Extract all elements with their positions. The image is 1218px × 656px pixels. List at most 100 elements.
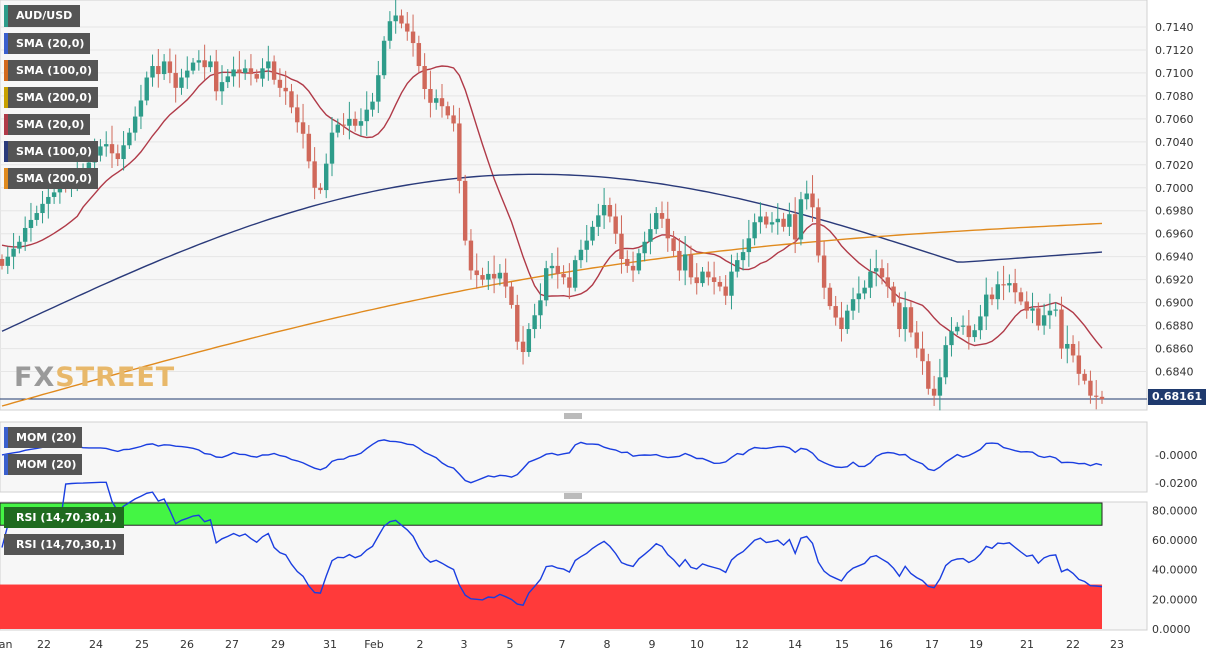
price-tick-label: 0.7100 xyxy=(1155,67,1194,80)
candle-body xyxy=(34,213,39,220)
candle-body xyxy=(329,132,335,164)
candle-body xyxy=(405,23,410,32)
candle-body xyxy=(943,345,948,378)
candle-body xyxy=(515,304,520,342)
candle-body xyxy=(665,218,670,239)
candle-body xyxy=(434,98,439,103)
rsi-overbought-zone xyxy=(0,502,1103,526)
fxstreet-logo: FXSTREET xyxy=(14,362,176,393)
rsi-line xyxy=(1,481,1103,606)
x-tick-label: 24 xyxy=(89,638,103,651)
candle-body xyxy=(914,332,919,349)
candle-body xyxy=(885,277,890,287)
splitter-grip-2[interactable] xyxy=(564,493,582,499)
candle-body xyxy=(879,268,885,278)
legend-sma200-b[interactable]: SMA (200,0) xyxy=(4,168,99,189)
candle-body xyxy=(868,271,873,288)
legend-label: SMA (100,0) xyxy=(16,64,93,77)
price-tick-label: 0.6860 xyxy=(1155,343,1194,356)
x-tick-label: 21 xyxy=(1020,638,1034,651)
x-tick-label: 25 xyxy=(135,638,149,651)
candle-body xyxy=(931,388,937,396)
candle-body xyxy=(630,265,636,271)
candle-body xyxy=(167,61,173,73)
candle-body xyxy=(1094,395,1099,397)
price-tick-label: 0.6940 xyxy=(1155,251,1194,264)
candle-body xyxy=(46,196,51,204)
candle-body xyxy=(121,145,126,160)
x-tick-label: 8 xyxy=(604,638,611,651)
candle-body xyxy=(532,315,537,330)
candle-body xyxy=(804,193,809,200)
candle-body xyxy=(190,62,196,71)
candle-body xyxy=(254,74,259,79)
candle-body xyxy=(381,40,387,76)
candle-body xyxy=(636,253,642,271)
candle-body xyxy=(572,260,578,288)
price-tick-label: 0.6900 xyxy=(1155,297,1194,310)
candle-body xyxy=(196,60,202,63)
candle-body xyxy=(856,293,862,300)
candle-body xyxy=(51,192,57,197)
candle-body xyxy=(769,222,775,225)
candle-body xyxy=(978,316,983,331)
mom-line xyxy=(1,439,1103,484)
candle-body xyxy=(225,76,230,83)
candle-body xyxy=(248,68,254,75)
rsi-oversold-zone xyxy=(0,584,1102,629)
candle-body xyxy=(0,258,5,266)
legend-sma20-b[interactable]: SMA (20,0) xyxy=(4,114,91,135)
x-tick-label: 9 xyxy=(649,638,656,651)
candle-body xyxy=(457,123,462,181)
candle-body xyxy=(902,307,908,330)
candle-body xyxy=(821,255,827,288)
splitter-grip-1[interactable] xyxy=(564,413,582,419)
legend-sma20-a[interactable]: SMA (20,0) xyxy=(4,33,91,54)
candle-body xyxy=(277,79,283,88)
x-tick-label: 12 xyxy=(735,638,749,651)
x-tick-label: 23 xyxy=(1110,638,1124,651)
legend-sma200-a[interactable]: SMA (200,0) xyxy=(4,87,99,108)
x-tick-label: 3 xyxy=(461,638,468,651)
legend-rsi-b[interactable]: RSI (14,70,30,1) xyxy=(4,534,125,555)
candle-body xyxy=(300,122,306,134)
candle-body xyxy=(127,132,132,146)
legend-rsi-a[interactable]: RSI (14,70,30,1) xyxy=(4,507,125,528)
candle-body xyxy=(1024,301,1029,311)
price-tick-label: 0.7140 xyxy=(1155,21,1194,34)
candle-body xyxy=(1059,309,1064,349)
price-tick-label: 0.6960 xyxy=(1155,228,1194,241)
price-tick-label: 0.6980 xyxy=(1155,205,1194,218)
candle-body xyxy=(179,77,184,88)
mom-panel xyxy=(0,421,1148,493)
candle-body xyxy=(410,31,416,44)
candle-body xyxy=(393,15,398,22)
candle-body xyxy=(549,265,555,269)
legend-label: SMA (20,0) xyxy=(16,37,85,50)
candle-body xyxy=(758,216,763,223)
candle-body xyxy=(671,238,676,251)
candle-body xyxy=(1065,343,1070,349)
candle-body xyxy=(972,330,977,338)
candle-body xyxy=(347,118,352,126)
candle-body xyxy=(161,61,167,75)
candle-body xyxy=(439,98,445,107)
candle-body xyxy=(659,213,665,219)
candle-body xyxy=(445,106,450,116)
x-tick-label: 10 xyxy=(690,638,704,651)
candle-body xyxy=(214,61,219,92)
candle-body xyxy=(682,254,688,271)
legend-sma100-b[interactable]: SMA (100,0) xyxy=(4,141,99,162)
candle-body xyxy=(341,124,346,126)
candle-body xyxy=(462,180,468,241)
x-tick-label: 17 xyxy=(925,638,939,651)
candle-body xyxy=(792,214,798,240)
legend-mom-a[interactable]: MOM (20) xyxy=(4,427,83,448)
price-tick-label: 0.6920 xyxy=(1155,274,1194,287)
candle-body xyxy=(98,146,103,156)
candle-body xyxy=(144,77,149,101)
legend-sma100-a[interactable]: SMA (100,0) xyxy=(4,60,99,81)
legend-mom-b[interactable]: MOM (20) xyxy=(4,454,83,475)
candle-body xyxy=(619,233,624,259)
price-tick-label: 0.7040 xyxy=(1155,136,1194,149)
